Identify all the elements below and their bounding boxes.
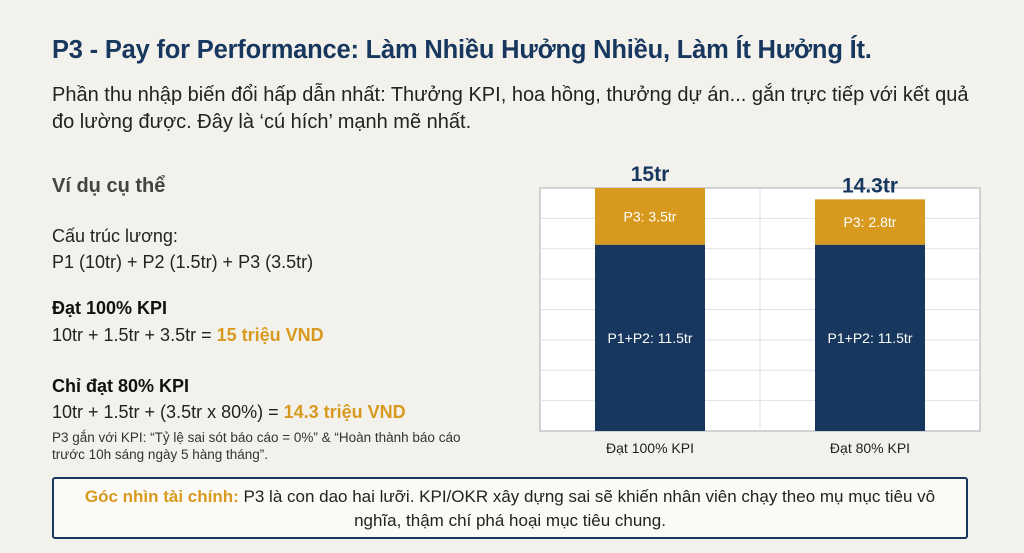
example-heading: Ví dụ cụ thể: [52, 175, 166, 197]
case2-formula: 10tr + 1.5tr + (3.5tr x 80%) = 14.3 triệ…: [52, 402, 406, 423]
structure-formula: P1 (10tr) + P2 (1.5tr) + P3 (3.5tr): [52, 252, 314, 272]
bar-segment-p1-p2: [595, 244, 705, 431]
bar-total-label: 15tr: [631, 163, 670, 186]
structure-label: Cấu trúc lương:: [52, 226, 178, 246]
callout-label: Góc nhìn tài chính:: [84, 487, 239, 506]
bar-segment-label: P3: 2.8tr: [844, 214, 897, 230]
bar-segment-p1-p2: [815, 244, 925, 431]
bar-segment-label: P1+P2: 11.5tr: [828, 330, 913, 346]
salary-chart-svg: P1+P2: 11.5tr P3: 3.5tr 15tr Đạt 100% KPI P1…: [539, 163, 981, 456]
bar-segment-p3: [815, 199, 925, 245]
page-title: P3 - Pay for Performance: Làm Nhiều Hưởn…: [52, 36, 872, 64]
case1-title: Đạt 100% KPI: [52, 298, 168, 318]
case1-formula-text: 10tr + 1.5tr + 3.5tr =: [52, 325, 217, 345]
case2-title: Chỉ đạt 80% KPI: [52, 376, 190, 396]
salary-chart: P1+P2: 11.5tr P3: 3.5tr 15tr Đạt 100% KPI P1…: [500, 150, 990, 470]
finance-callout: Góc nhìn tài chính: P3 là con dao hai lư…: [52, 477, 968, 539]
case2-formula-text: 10tr + 1.5tr + (3.5tr x 80%) =: [52, 402, 284, 422]
lead-paragraph: Phần thu nhập biến đổi hấp dẫn nhất: Thư…: [52, 84, 969, 133]
x-tick-label: Đạt 80% KPI: [830, 440, 910, 456]
bar-segment-label: P3: 3.5tr: [624, 208, 677, 224]
case1-formula: 10tr + 1.5tr + 3.5tr = 15 triệu VND: [52, 325, 324, 346]
bar-total-label: 14.3tr: [842, 174, 898, 197]
callout-text: P3 là con dao hai lưỡi. KPI/OKR xây dựng…: [238, 487, 936, 530]
case1-result: 15 triệu VND: [216, 325, 324, 345]
bar-segment-p3: [595, 188, 705, 245]
x-tick-label: Đạt 100% KPI: [606, 440, 694, 456]
bar-segment-label: P1+P2: 11.5tr: [608, 330, 693, 346]
kpi-note: P3 gắn với KPI: “Tỷ lệ sai sót báo cáo =…: [52, 430, 461, 462]
case2-result: 14.3 triệu VND: [283, 402, 406, 422]
